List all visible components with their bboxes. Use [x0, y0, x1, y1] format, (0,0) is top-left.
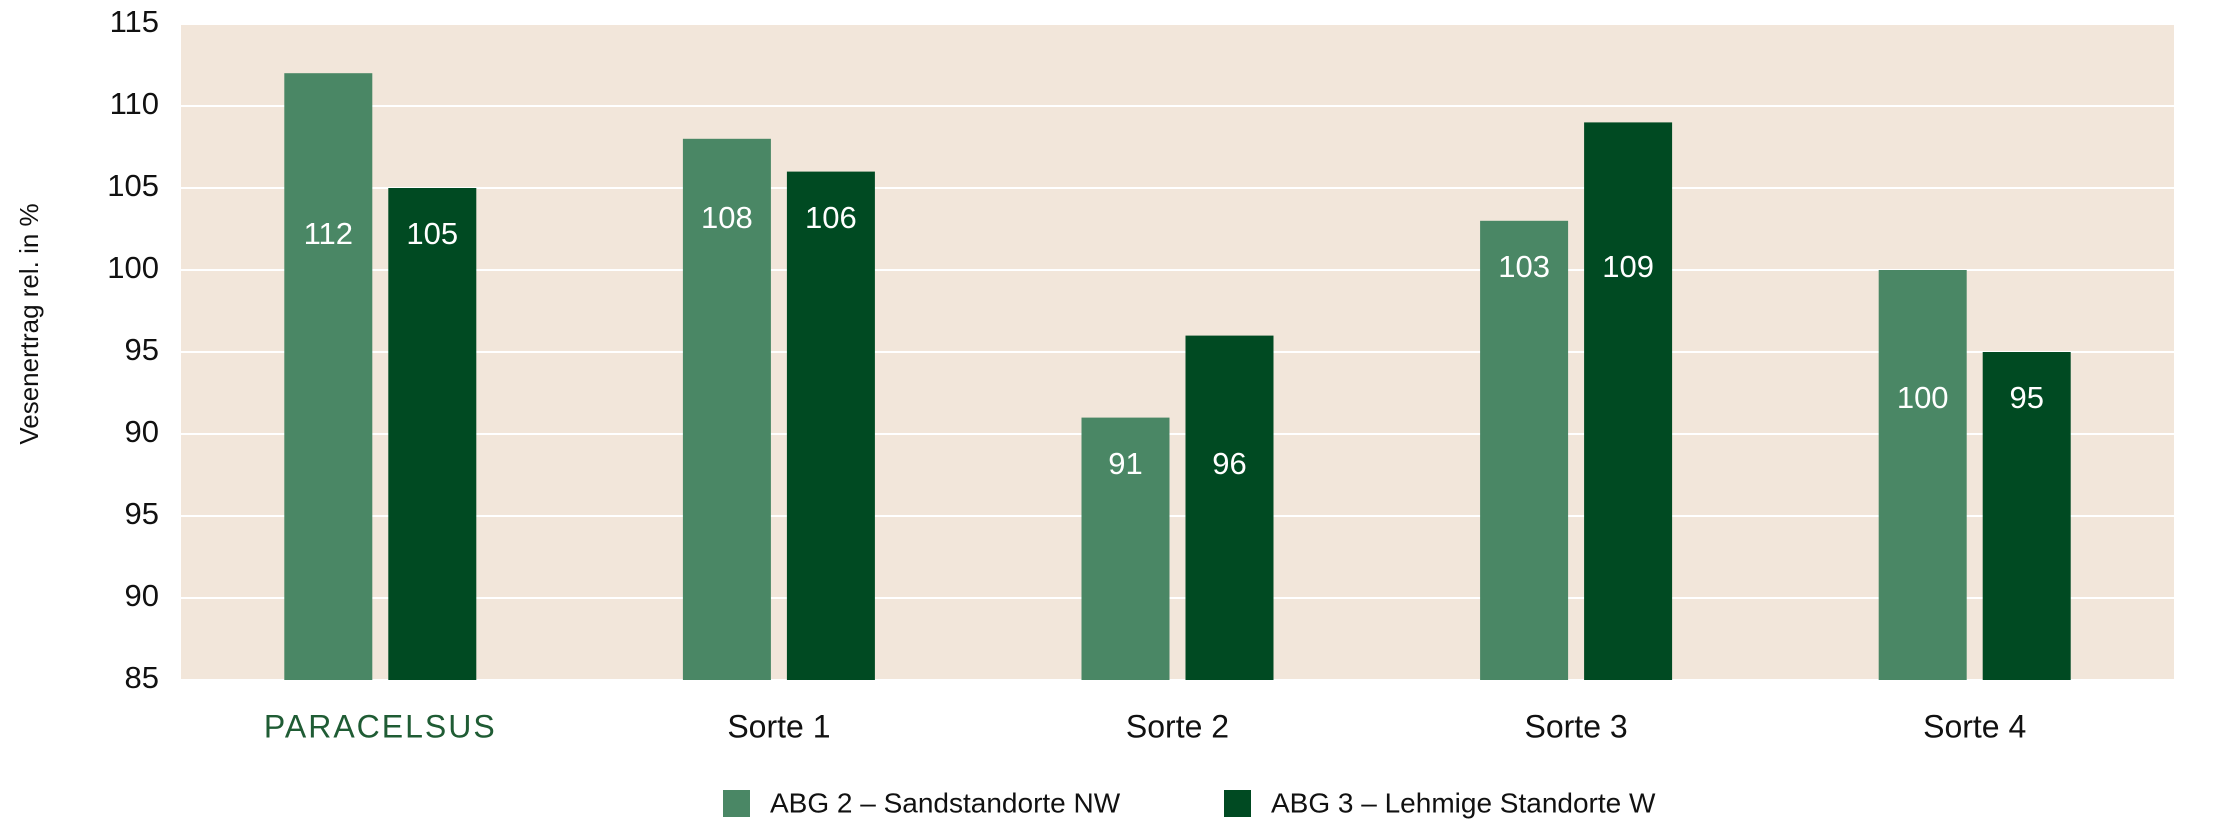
- data-label: 108: [701, 200, 753, 235]
- data-label: 100: [1897, 380, 1949, 415]
- y-tick-label: 90: [125, 578, 159, 613]
- data-label: 109: [1602, 249, 1654, 284]
- y-axis-label: Vesenertrag rel. in %: [14, 203, 44, 444]
- bar: [682, 138, 771, 681]
- bar: [1878, 270, 1967, 680]
- bar: [284, 73, 373, 680]
- data-label: 105: [406, 216, 458, 251]
- bar: [1982, 352, 2071, 680]
- x-tick-label: Sorte 3: [1525, 708, 1628, 744]
- bar: [786, 171, 875, 680]
- data-label: 112: [304, 216, 353, 251]
- legend-swatch: [1224, 790, 1251, 817]
- bar: [1584, 122, 1673, 680]
- legend-swatch: [723, 790, 750, 817]
- data-label: 96: [1212, 446, 1246, 481]
- x-tick-label: Sorte 2: [1126, 708, 1229, 744]
- y-tick-label: 115: [110, 4, 159, 39]
- y-tick-label: 90: [125, 414, 159, 449]
- y-tick-label: 95: [125, 496, 159, 531]
- legend-label: ABG 3 – Lehmige Standorte W: [1271, 787, 1656, 818]
- data-label: 91: [1108, 446, 1142, 481]
- legend-label: ABG 2 – Sandstandorte NW: [770, 787, 1121, 818]
- data-label: 95: [2009, 380, 2043, 415]
- x-tick-label: Sorte 1: [727, 708, 830, 744]
- x-tick-label: Sorte 4: [1923, 708, 2026, 744]
- y-tick-label: 95: [125, 332, 159, 367]
- bar: [1185, 335, 1274, 680]
- data-label: 106: [805, 200, 857, 235]
- y-tick-label: 110: [110, 86, 159, 121]
- bar: [1480, 220, 1569, 681]
- y-tick-label: 85: [125, 660, 159, 695]
- y-tick-label: 100: [107, 250, 159, 285]
- bar: [388, 188, 477, 680]
- x-tick-label: PARACELSUS: [264, 708, 497, 744]
- data-label: 103: [1498, 249, 1550, 284]
- bar: [1081, 417, 1170, 680]
- y-tick-label: 105: [107, 168, 159, 203]
